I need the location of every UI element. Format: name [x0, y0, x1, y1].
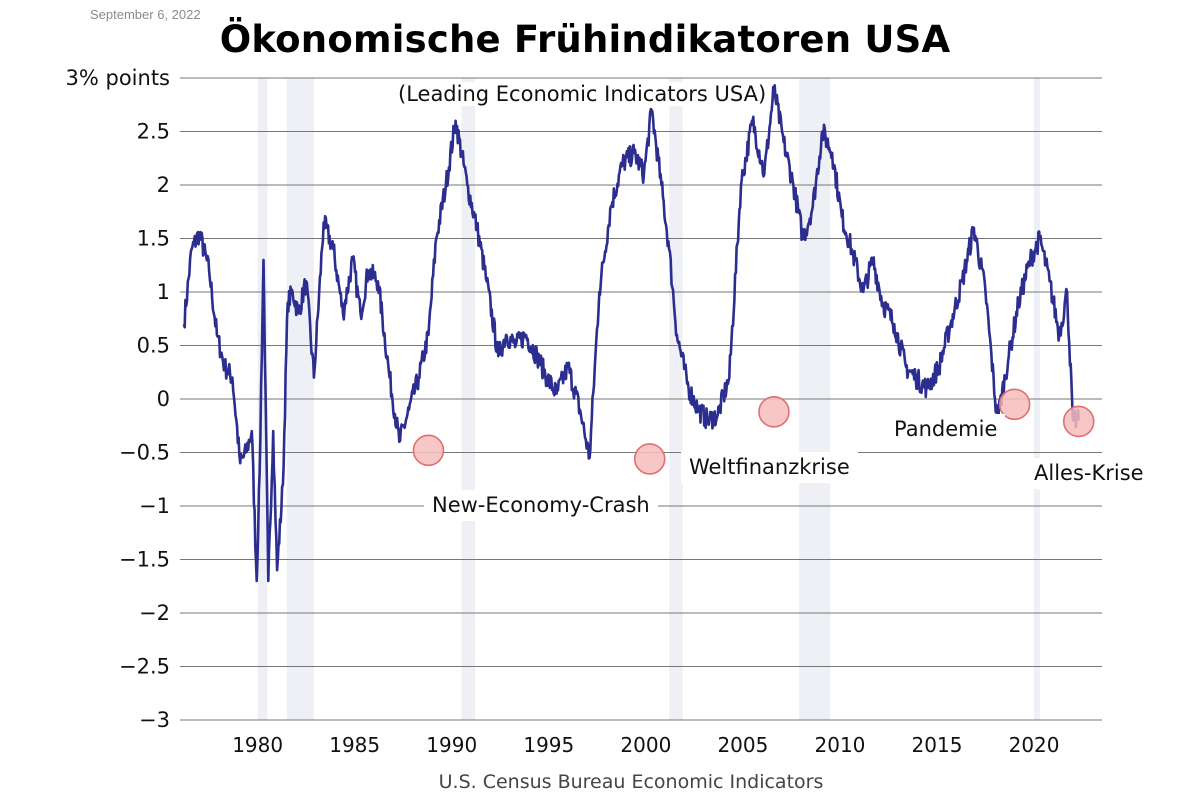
x-tick-label: 1995 — [523, 733, 574, 757]
x-axis-tick-labels: 1980 1985 1990 1995 2000 2005 2010 2015 2020 — [232, 733, 1059, 757]
publish-date: September 6, 2022 — [90, 7, 201, 22]
y-tick-label: 3% points — [66, 66, 171, 90]
y-tick-label: 2.5 — [137, 120, 170, 144]
crisis-marker — [412, 434, 445, 467]
gridlines — [180, 77, 1102, 721]
y-tick-label: 1 — [157, 280, 170, 304]
x-tick-label: 2005 — [717, 733, 768, 757]
x-tick-label: 2020 — [1009, 733, 1060, 757]
y-tick-label: −3 — [139, 708, 170, 732]
y-axis-tick-labels: 3% points 2.5 2 1.5 1 0.5 0 −0.5 −1 −1.5 −2 −2.5 −3 — [66, 66, 171, 732]
x-tick-label: 2000 — [620, 733, 671, 757]
annotation-label: Pandemie — [886, 414, 1006, 445]
x-tick-label: 2015 — [912, 733, 963, 757]
chart-subtitle: (Leading Economic Indicators USA) — [396, 82, 769, 106]
crisis-markers — [412, 388, 1095, 475]
x-tick-label: 1985 — [329, 733, 380, 757]
x-tick-label: 1980 — [232, 733, 283, 757]
source-note: U.S. Census Bureau Economic Indicators — [438, 771, 824, 793]
crisis-marker — [1062, 405, 1095, 438]
y-tick-label: −1 — [139, 494, 170, 518]
crisis-marker — [758, 396, 790, 428]
y-tick-label: 0.5 — [137, 334, 170, 358]
crisis-marker — [633, 443, 666, 475]
y-tick-label: −1.5 — [119, 548, 170, 572]
x-tick-label: 1990 — [426, 733, 477, 757]
annotation-label: Alles-Krise — [1026, 458, 1152, 489]
y-tick-label: −0.5 — [119, 441, 170, 465]
chart-title: Ökonomische Frühindikatoren USA — [219, 18, 951, 61]
annotation-label: Weltfinanzkrise — [681, 452, 858, 483]
y-tick-label: 1.5 — [137, 227, 170, 251]
y-tick-label: −2.5 — [119, 655, 170, 679]
series-line — [182, 84, 1080, 583]
y-tick-label: 0 — [157, 387, 170, 411]
y-tick-label: −2 — [139, 601, 170, 625]
y-tick-label: 2 — [157, 173, 170, 197]
crisis-marker — [998, 388, 1031, 421]
annotation-label: New-Economy-Crash — [424, 490, 658, 521]
x-tick-label: 2010 — [815, 733, 866, 757]
